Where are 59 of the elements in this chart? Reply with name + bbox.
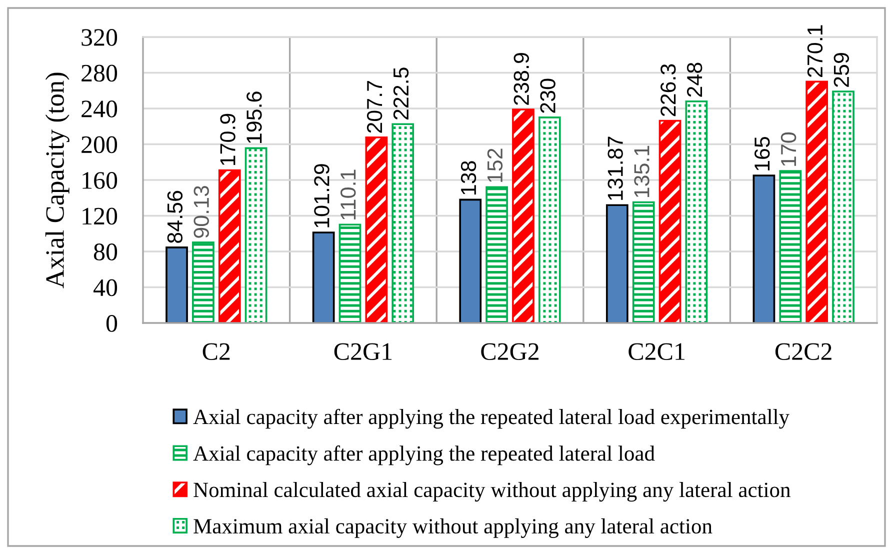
x-tick-label: C2G2 bbox=[481, 343, 538, 360]
legend-label: Nominal calculated axial capacity without applying any lateral action bbox=[194, 482, 790, 502]
data-label: 259 bbox=[834, 53, 850, 87]
bar bbox=[752, 174, 776, 323]
data-label: 165 bbox=[754, 136, 770, 170]
bar bbox=[244, 147, 268, 323]
y-tick-label: 160 bbox=[82, 172, 118, 189]
x-tick-label: C2 bbox=[202, 343, 230, 360]
bar bbox=[365, 136, 388, 323]
bar bbox=[806, 80, 828, 323]
data-label: 207.7 bbox=[366, 81, 382, 133]
data-label: 195.6 bbox=[246, 92, 262, 143]
legend-label: Maximum axial capacity without applying any lateral action bbox=[194, 518, 712, 538]
bar bbox=[685, 100, 708, 323]
data-label: 131.87 bbox=[608, 136, 623, 200]
y-tick-label: 80 bbox=[94, 244, 118, 260]
data-label: 84.56 bbox=[167, 190, 183, 243]
y-tick-label: 320 bbox=[82, 29, 118, 46]
bar bbox=[459, 198, 482, 323]
y-tick-label: 0 bbox=[106, 315, 118, 332]
bar bbox=[538, 116, 561, 323]
data-label: 270.1 bbox=[807, 25, 823, 77]
bar bbox=[632, 201, 655, 323]
y-tick-label: 280 bbox=[82, 64, 118, 82]
data-label: 170.9 bbox=[220, 114, 236, 166]
data-label: 135.1 bbox=[634, 146, 650, 198]
bar bbox=[192, 242, 214, 323]
y-tick-label: 120 bbox=[82, 208, 118, 225]
x-tick-label: C2C2 bbox=[775, 343, 832, 360]
bar bbox=[486, 186, 508, 323]
data-label: 222.5 bbox=[393, 68, 409, 120]
data-label: 170 bbox=[780, 132, 796, 166]
bar bbox=[832, 90, 854, 323]
data-label: 101.29 bbox=[314, 164, 330, 228]
bar bbox=[512, 108, 534, 323]
data-label: 238.9 bbox=[514, 53, 529, 105]
data-label: 248 bbox=[686, 62, 702, 97]
bar bbox=[312, 232, 335, 323]
data-label: 230 bbox=[540, 78, 556, 113]
bar bbox=[166, 246, 188, 323]
data-label: 152 bbox=[487, 148, 503, 182]
y-tick-label: 200 bbox=[82, 136, 118, 154]
data-label: 226.3 bbox=[660, 64, 676, 116]
bar bbox=[218, 169, 241, 323]
y-tick-label: 40 bbox=[93, 279, 118, 296]
bar bbox=[392, 123, 414, 323]
y-axis-title: Axial Capacity (ton) bbox=[45, 72, 70, 288]
data-label: 90.13 bbox=[194, 186, 209, 238]
y-tick-label: 240 bbox=[82, 100, 118, 118]
bar bbox=[658, 120, 682, 323]
x-tick-label: C2C1 bbox=[628, 343, 684, 360]
legend-label: Axial capacity after applying the repeated lateral load bbox=[193, 445, 655, 466]
data-label: 138 bbox=[460, 161, 476, 194]
data-label: 110.1 bbox=[340, 170, 356, 220]
bar bbox=[338, 224, 362, 323]
bar bbox=[606, 204, 628, 323]
legend-label: Axial capacity after applying the repeated lateral load experimentally bbox=[193, 408, 790, 429]
bar bbox=[779, 170, 802, 323]
x-tick-label: C2G1 bbox=[334, 343, 392, 360]
